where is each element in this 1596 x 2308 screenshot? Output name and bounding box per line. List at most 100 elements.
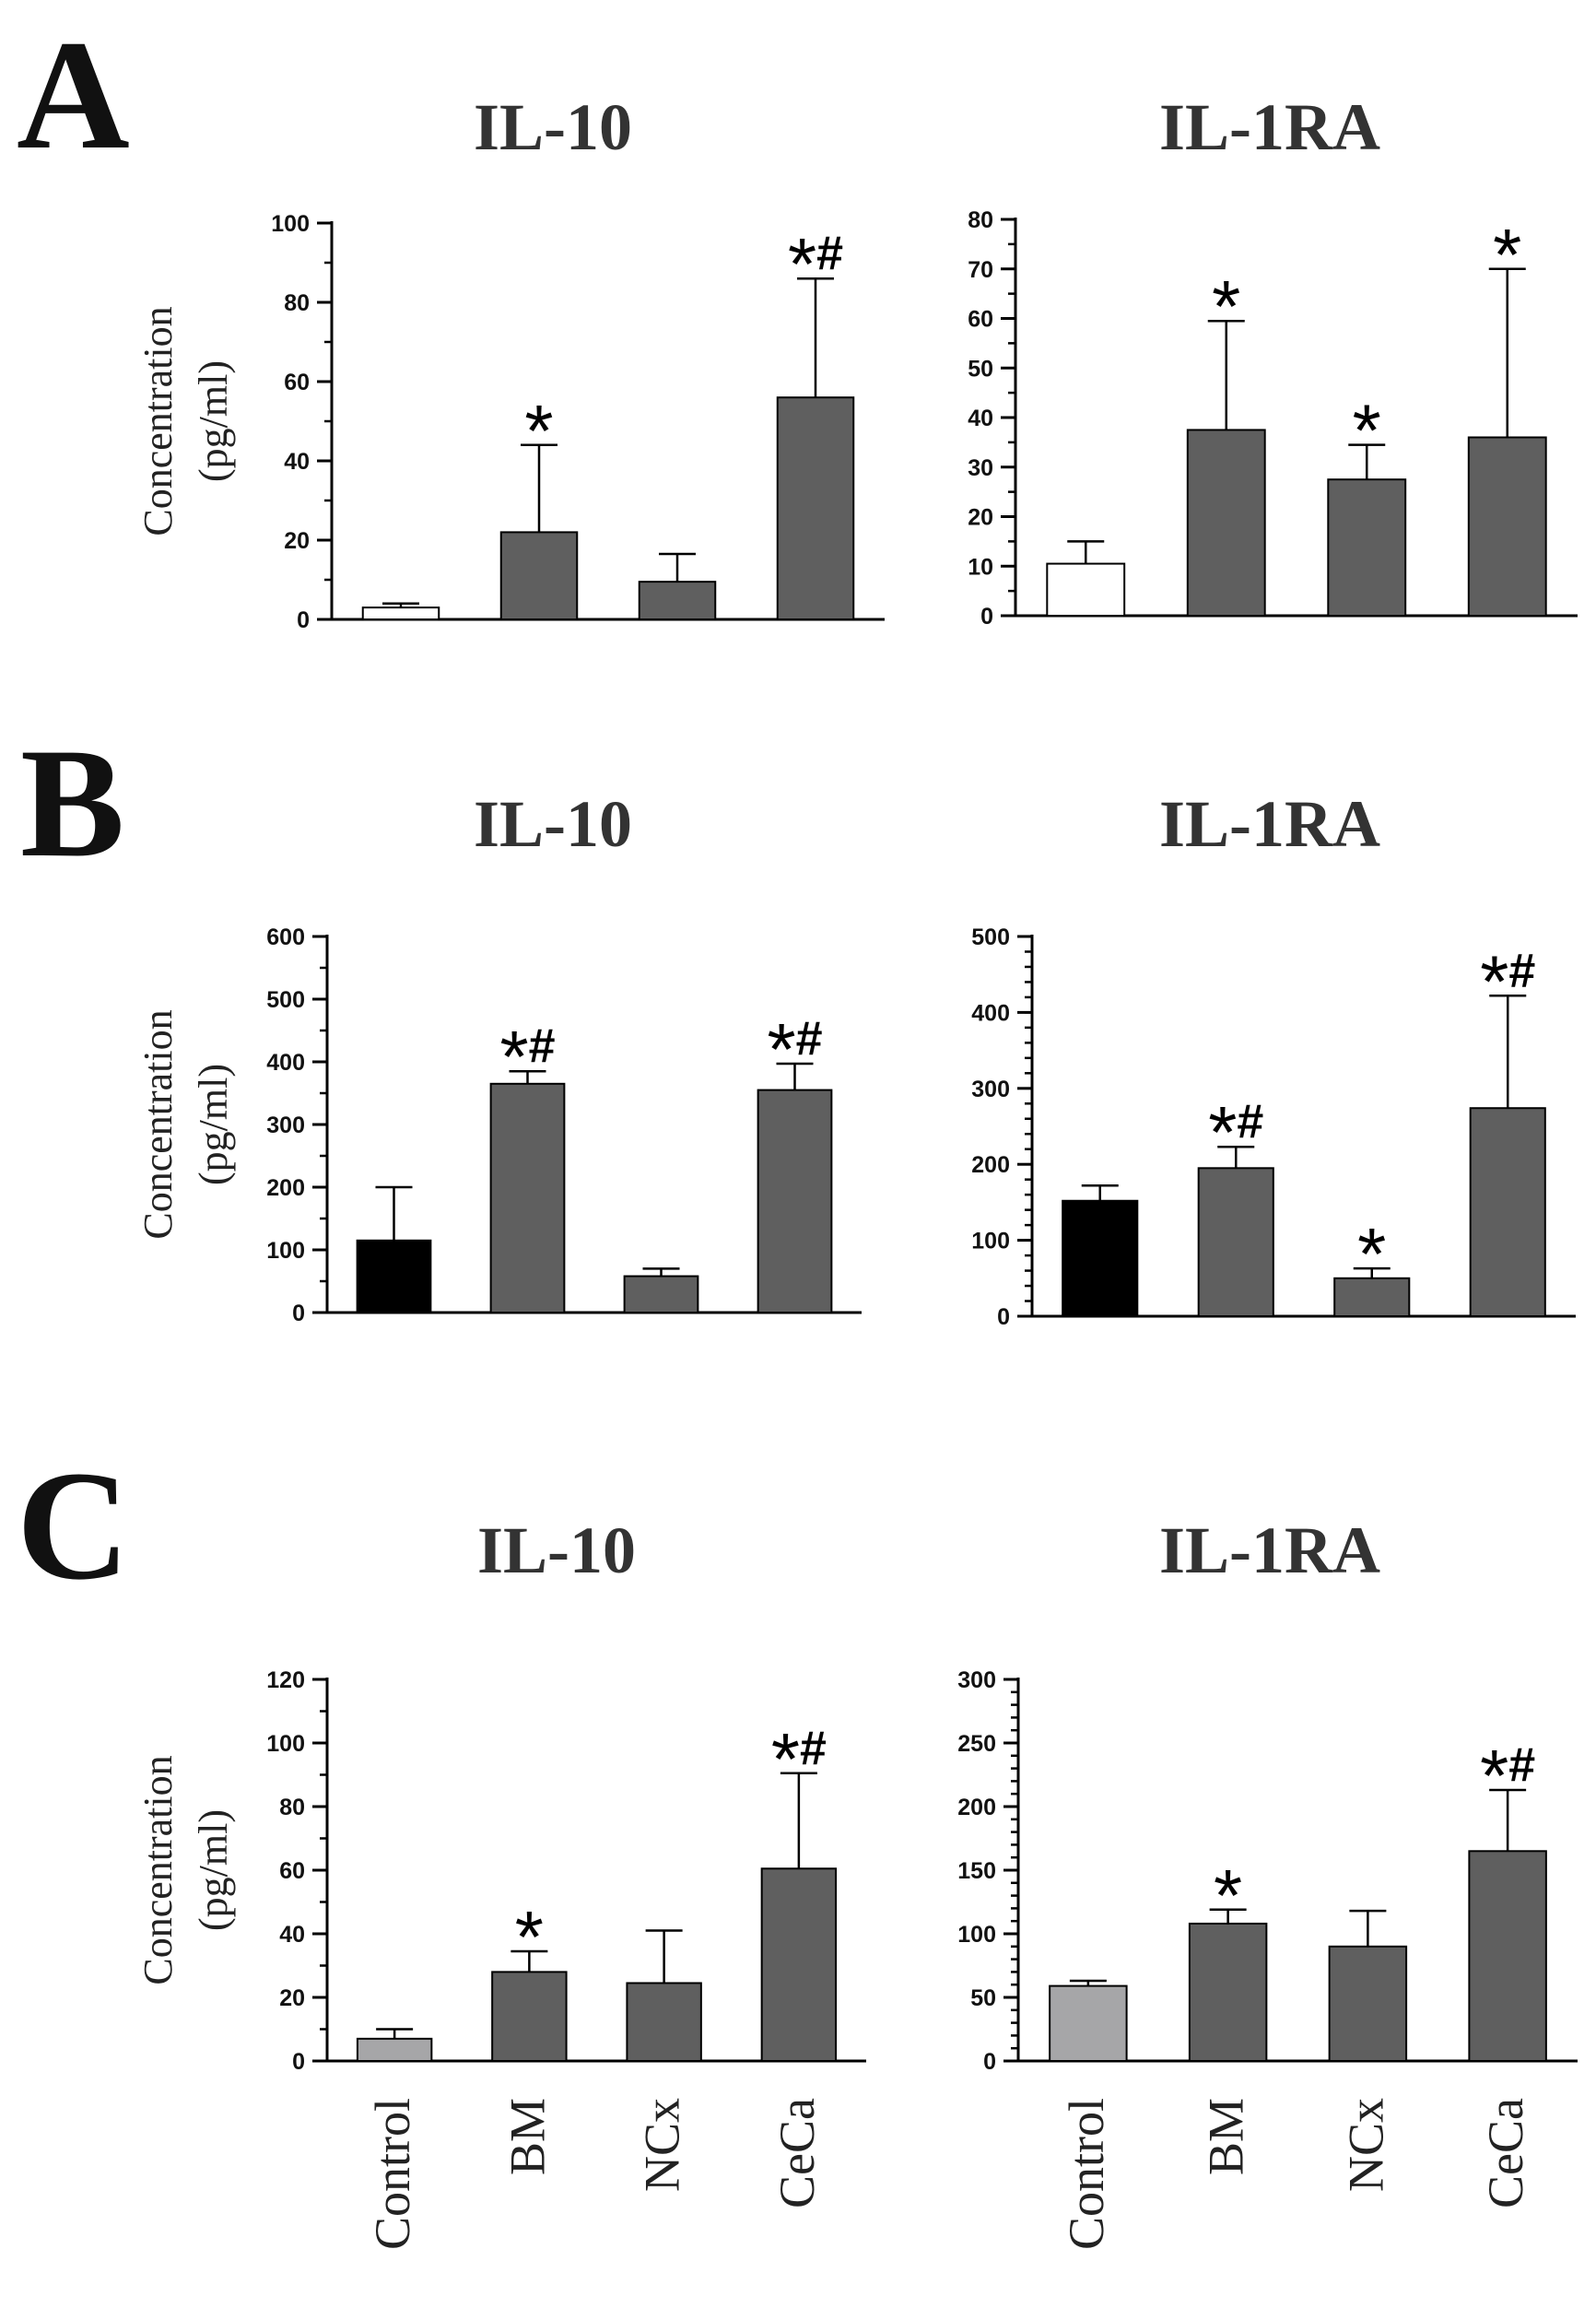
bar-control [361,606,440,620]
y-tick-label: 600 [266,924,305,950]
panel-letter-a: A [17,8,130,182]
bar-bm [1186,429,1266,617]
y-tick-label: 200 [957,1795,996,1820]
y-tick-label: 100 [266,1731,305,1757]
significance-marker: * [1214,1855,1242,1937]
asterisk-mark: * [771,1718,800,1800]
bar-control [1062,1199,1139,1317]
bar-control [1046,562,1126,617]
chart-title: IL-10 [474,787,632,861]
hash-mark: # [1508,1738,1535,1792]
category-label: CeCa [769,2098,825,2208]
panel-letter-c: C [17,1439,130,1612]
category-label: NCx [1338,2098,1393,2192]
y-tick-label: 150 [957,1858,996,1884]
hash-mark: # [1508,944,1535,997]
significance-marker: *# [1208,1091,1263,1173]
y-tick-label: 250 [957,1731,996,1757]
y-tick-label: 300 [266,1113,305,1138]
bar-ceca [757,1089,833,1313]
y-tick-label: 50 [970,1985,996,2011]
asterisk-mark: * [1480,940,1508,1022]
y-tick-label: 40 [284,449,310,475]
y-axis-label: Concentration [135,1009,181,1239]
asterisk-mark: * [524,390,553,472]
y-tick-label: 0 [997,1304,1010,1330]
category-label: CeCa [1478,2098,1533,2208]
chart-title: IL-10 [474,90,632,164]
y-tick-label: 0 [292,1301,305,1326]
bar-ceca [760,1867,838,2063]
asterisk-mark: * [1493,214,1521,296]
hash-mark: # [796,1012,823,1066]
y-tick-label: 60 [279,1858,305,1884]
y-tick-label: 100 [971,1229,1010,1254]
y-tick-label: 70 [968,257,993,283]
bar-ceca [1469,1107,1546,1317]
y-tick-label: 20 [284,528,310,554]
y-tick-label: 400 [266,1050,305,1076]
category-label: Control [365,2098,420,2250]
asterisk-mark: * [1212,265,1240,347]
asterisk-mark: * [1214,1855,1242,1937]
y-tick-label: 500 [971,924,1010,950]
bar-control [1049,1984,1128,2063]
chart-c-il10: IL-10 Concentration (pg/ml) 0 20 40 60 80 100 120… [135,1513,866,2250]
y-tick-label: 200 [971,1152,1010,1178]
y-axis-label: Concentration [135,306,181,536]
bar-ncx [1327,478,1407,617]
asterisk-mark: * [499,1016,528,1098]
y-axis-label: Concentration [135,1755,181,1984]
category-label: BM [499,2098,555,2175]
y-tick-label: 40 [968,406,993,431]
significance-marker: * [515,1896,544,1978]
bar-bm [491,1971,568,2062]
significance-marker: *# [788,223,843,305]
panel-letter-b: B [20,716,124,889]
y-tick-label: 500 [266,987,305,1013]
asterisk-mark: * [1208,1091,1237,1173]
hash-mark: # [800,1722,827,1775]
y-axis-label: (pg/ml) [191,360,236,482]
asterisk-mark: * [767,1008,795,1090]
bar-control [356,1239,432,1314]
significance-marker: * [1357,1213,1386,1295]
asterisk-mark: * [1357,1213,1386,1295]
y-tick-label: 100 [271,211,310,237]
hash-mark: # [816,227,843,280]
chart-title: IL-1RA [1159,787,1380,861]
y-tick-label: 200 [266,1175,305,1201]
y-axis-label: (pg/ml) [191,1809,236,1931]
y-tick-label: 50 [968,356,993,382]
y-tick-label: 100 [957,1922,996,1948]
significance-marker: *# [771,1718,827,1800]
asterisk-mark: * [515,1896,544,1978]
y-tick-label: 80 [968,207,993,233]
y-tick-label: 300 [971,1077,1010,1102]
y-tick-label: 400 [971,1000,1010,1026]
significance-marker: * [1353,390,1381,472]
significance-marker: * [524,390,553,472]
chart-b-il10: IL-10 Concentration (pg/ml) 0 100 200 300 400 50… [135,787,862,1326]
y-tick-label: 10 [968,554,993,580]
bar-ceca [1467,436,1547,617]
chart-title: IL-1RA [1159,1513,1380,1587]
y-tick-label: 30 [968,455,993,481]
bar-control [356,2037,433,2063]
significance-marker: *# [1480,1735,1535,1817]
bar-bm [1197,1167,1274,1317]
category-label: BM [1199,2098,1254,2175]
y-tick-label: 80 [284,290,310,316]
chart-a-il1ra: IL-1RA 0 10 20 30 40 50 60 70 80 * * * [968,90,1578,630]
bar-ncx [623,1275,699,1314]
bar-bm [499,531,579,621]
bar-ceca [1468,1850,1547,2063]
hash-mark: # [529,1019,556,1073]
y-tick-label: 80 [279,1795,305,1820]
y-tick-label: 60 [284,370,310,395]
asterisk-mark: * [788,223,816,305]
asterisk-mark: * [1480,1735,1508,1817]
